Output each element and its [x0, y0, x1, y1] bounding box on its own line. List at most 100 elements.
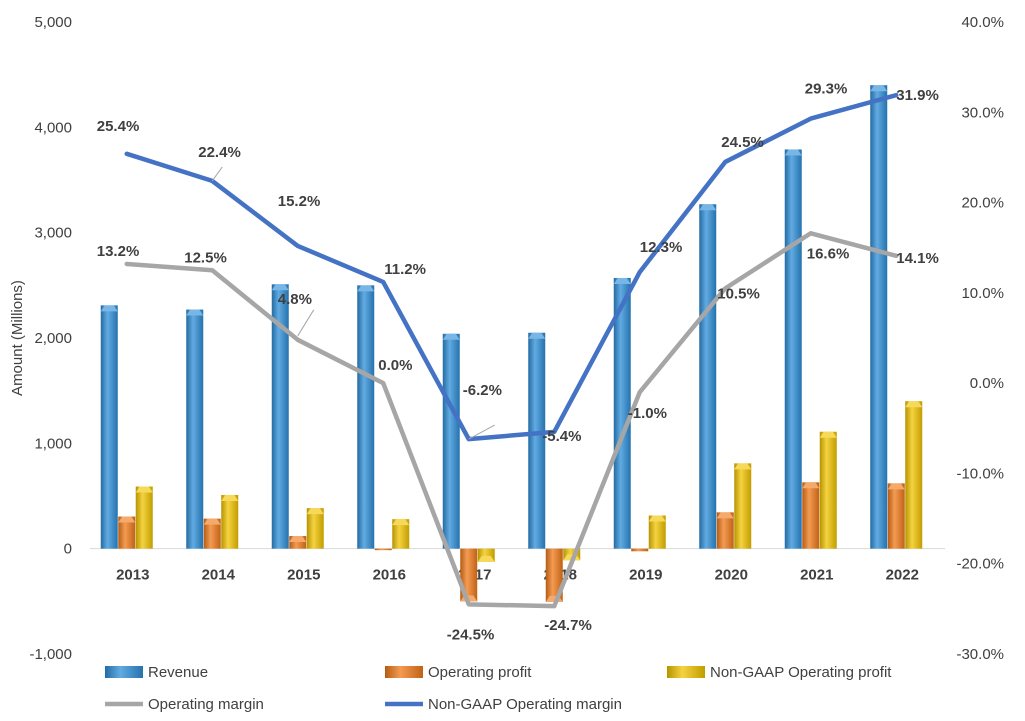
- data-label: -5.4%: [542, 428, 581, 445]
- bar-cap: [870, 85, 888, 92]
- leader-line: [211, 166, 223, 182]
- line-operating-margin: [124, 231, 899, 609]
- bar-cap: [528, 332, 546, 339]
- bar-non-gaap-operating-profit: [306, 508, 324, 549]
- bar-operating-profit: [802, 482, 820, 549]
- data-label: 25.4%: [97, 118, 140, 135]
- bar-cap: [289, 536, 307, 543]
- y-left-tick-label: 0: [64, 541, 72, 558]
- y-right-tick-label: -20.0%: [956, 556, 1004, 573]
- y-right-tick-label: 10.0%: [961, 285, 1004, 302]
- bar-cap: [784, 149, 802, 156]
- y-right-tick-label: -10.0%: [956, 465, 1004, 482]
- data-label: -1.0%: [628, 405, 667, 422]
- data-label: 31.9%: [896, 87, 939, 104]
- bar-revenue: [870, 85, 888, 549]
- legend-label: Operating profit: [428, 664, 532, 681]
- bar-revenue: [784, 149, 802, 549]
- bar-revenue: [613, 277, 631, 549]
- bar-cap: [648, 515, 666, 522]
- x-tick-label: 2020: [715, 567, 748, 584]
- bar-non-gaap-operating-profit: [221, 494, 239, 549]
- x-tick-label: 2021: [800, 567, 833, 584]
- x-tick-label: 2014: [202, 567, 236, 584]
- y-right-tick-label: 0.0%: [970, 375, 1004, 392]
- bar-cap: [203, 518, 221, 525]
- bar-non-gaap-operating-profit: [734, 463, 752, 549]
- data-label: 13.2%: [97, 243, 140, 260]
- legend-label: Non-GAAP Operating profit: [710, 664, 892, 681]
- data-label: 22.4%: [198, 144, 241, 161]
- y-left-tick-label: 3,000: [34, 225, 72, 242]
- data-label: -24.7%: [544, 617, 592, 634]
- bar-non-gaap-operating-profit: [819, 431, 837, 549]
- bar-cap: [716, 512, 734, 519]
- data-label: 12.5%: [184, 249, 227, 266]
- data-label: 11.2%: [384, 261, 426, 278]
- legend-swatch: [385, 666, 423, 678]
- data-label: 24.5%: [721, 134, 764, 151]
- bar-cap: [100, 305, 118, 312]
- y-left-tick-label: 5,000: [34, 14, 72, 31]
- legend-swatch: [105, 666, 143, 678]
- bar-cap: [271, 284, 289, 291]
- bar-cap: [118, 516, 136, 523]
- data-label: 12.3%: [640, 239, 683, 256]
- y-left-tick-label: -1,000: [29, 646, 72, 663]
- bar-operating-profit: [545, 548, 563, 602]
- lines: [124, 92, 899, 609]
- data-label: 14.1%: [896, 250, 939, 267]
- bar-revenue: [699, 204, 717, 549]
- bar-cap: [734, 463, 752, 470]
- leader-line: [468, 424, 495, 440]
- legend-label: Non-GAAP Operating margin: [428, 696, 622, 713]
- data-labels: 13.2% 12.5% 4.8% 0.0% -24.5% -24.7% -1.0% 10.5%…: [97, 81, 939, 644]
- bar-non-gaap-operating-profit: [905, 401, 923, 549]
- y-right-tick-label: 20.0%: [961, 195, 1004, 212]
- bar-operating-profit: [716, 512, 734, 549]
- bar-cap: [905, 401, 923, 408]
- bar-revenue: [442, 333, 460, 549]
- bar-operating-profit: [118, 516, 136, 549]
- x-tick-label: 2022: [886, 567, 919, 584]
- y-left-tick-label: 1,000: [34, 435, 72, 452]
- data-label: 4.8%: [278, 291, 312, 308]
- legend-label: Revenue: [148, 664, 208, 681]
- x-tick-label: 2019: [629, 567, 662, 584]
- data-label: 15.2%: [278, 193, 321, 210]
- y-right-tick-label: 30.0%: [961, 104, 1004, 121]
- y-right-tick-label: -30.0%: [956, 646, 1004, 663]
- bar-revenue: [528, 332, 546, 549]
- bar-cap: [442, 333, 460, 340]
- y-right-tick-label: 40.0%: [961, 14, 1004, 31]
- bar-cap: [306, 508, 324, 515]
- bar-cap: [699, 204, 717, 211]
- legend: Revenue Operating profit Non-GAAP Operatin…: [105, 664, 892, 713]
- legend-label: Operating margin: [148, 696, 264, 713]
- data-label: 16.6%: [807, 245, 850, 262]
- bar-non-gaap-operating-profit: [135, 486, 153, 549]
- legend-swatch: [667, 666, 705, 678]
- bar-cap: [802, 482, 820, 489]
- bar-revenue: [357, 285, 375, 549]
- bar-operating-profit: [887, 483, 905, 549]
- bar-non-gaap-operating-profit: [392, 519, 410, 549]
- bars: [100, 85, 923, 602]
- bar-operating-profit: [631, 548, 649, 552]
- axes: -1,000 0 1,000 2,000 3,000 4,000 5,000 -30.0% -2…: [29, 14, 1004, 663]
- data-label: 0.0%: [378, 357, 412, 374]
- data-label: 10.5%: [717, 285, 760, 302]
- leader-line: [297, 309, 315, 337]
- bar-revenue: [186, 309, 204, 549]
- bar-non-gaap-operating-profit: [648, 515, 666, 549]
- bar-revenue: [271, 284, 289, 549]
- bar-revenue: [100, 305, 118, 549]
- bar-cap: [221, 494, 239, 501]
- bar-cap: [392, 519, 410, 526]
- bar-cap: [186, 309, 204, 316]
- bar-operating-profit: [203, 518, 221, 549]
- x-tick-label: 2015: [287, 567, 320, 584]
- data-label: -6.2%: [463, 382, 502, 399]
- y-left-tick-label: 4,000: [34, 119, 72, 136]
